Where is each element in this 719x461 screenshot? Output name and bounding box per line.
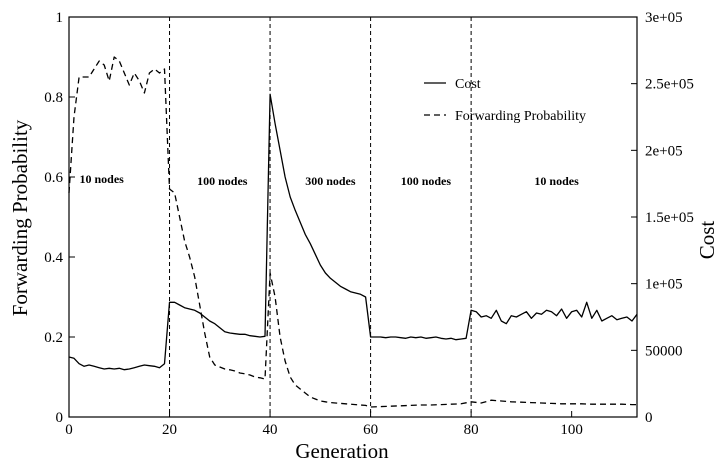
legend-cost-label: Cost bbox=[455, 77, 481, 92]
y-right-tick-label: 1e+05 bbox=[645, 277, 683, 293]
y-right-axis-title: Cost bbox=[695, 221, 719, 260]
y-left-tick-label: 1 bbox=[56, 10, 64, 26]
region-label: 300 nodes bbox=[305, 174, 356, 188]
x-tick-label: 40 bbox=[263, 422, 278, 438]
region-label: 100 nodes bbox=[197, 174, 248, 188]
y-right-tick-label: 0 bbox=[645, 410, 653, 426]
x-axis-title: Generation bbox=[295, 439, 389, 461]
region-label: 10 nodes bbox=[80, 172, 125, 186]
legend-forwarding-label: Forwarding Probability bbox=[455, 109, 586, 124]
region-label: 10 nodes bbox=[534, 174, 579, 188]
x-tick-label: 60 bbox=[363, 422, 378, 438]
region-labels: 10 nodes 100 nodes 300 nodes 100 nodes 10 no… bbox=[80, 172, 580, 188]
x-tick-label: 0 bbox=[65, 422, 73, 438]
cost-series-line bbox=[68, 93, 638, 371]
divider-lines bbox=[169, 17, 472, 417]
y-right-tick-label: 2e+05 bbox=[645, 143, 683, 159]
region-label: 100 nodes bbox=[401, 174, 452, 188]
ticks-layer: 0 20 40 60 80 100 0 0.2 0.4 0.6 0.8 1 0 50000 1e+05 1.5… bbox=[44, 10, 694, 438]
y-left-axis-title: Forwarding Probability bbox=[8, 119, 32, 316]
x-tick-label: 80 bbox=[464, 422, 479, 438]
plot-frame bbox=[68, 16, 638, 418]
y-right-tick-label: 1.5e+05 bbox=[645, 210, 694, 226]
x-tick-label: 100 bbox=[560, 422, 583, 438]
series-layer bbox=[68, 56, 638, 408]
y-left-tick-label: 0.8 bbox=[44, 90, 63, 106]
y-left-tick-label: 0.2 bbox=[44, 330, 63, 346]
y-right-tick-label: 2.5e+05 bbox=[645, 77, 694, 93]
y-left-tick-label: 0.6 bbox=[44, 170, 63, 186]
y-left-tick-label: 0.4 bbox=[44, 250, 63, 266]
y-left-tick-label: 0 bbox=[56, 410, 64, 426]
x-tick-label: 20 bbox=[162, 422, 177, 438]
y-right-tick-label: 50000 bbox=[645, 343, 683, 359]
y-right-tick-label: 3e+05 bbox=[645, 10, 683, 26]
forwarding-probability-series-line bbox=[68, 56, 637, 408]
legend: Cost Forwarding Probability bbox=[424, 77, 586, 124]
